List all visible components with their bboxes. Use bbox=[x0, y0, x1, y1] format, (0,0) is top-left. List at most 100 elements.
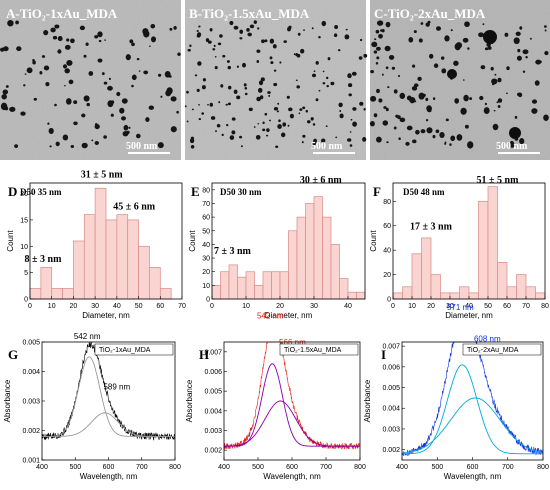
nanoparticle-dot bbox=[463, 94, 469, 102]
nanoparticle-dot bbox=[255, 134, 261, 140]
nanoparticle-dot bbox=[123, 124, 129, 131]
y-axis-title: Count bbox=[6, 230, 15, 252]
nanoparticle-dot bbox=[142, 28, 149, 35]
nanoparticle-dot bbox=[201, 85, 206, 90]
nanoparticle-dot bbox=[315, 60, 319, 65]
y-tick-label: 20 bbox=[20, 191, 28, 198]
nanoparticle-dot bbox=[198, 25, 201, 28]
plot-frame bbox=[401, 341, 544, 461]
y-tick-label: 0.006 bbox=[204, 369, 222, 376]
nanoparticle-dot bbox=[116, 91, 121, 97]
histogram-bar bbox=[497, 262, 508, 300]
nanoparticle-dot bbox=[538, 60, 542, 64]
y-axis-title: Absorbance bbox=[363, 379, 372, 422]
y-tick-label: 0.002 bbox=[22, 428, 40, 435]
y-tick-label: 40 bbox=[202, 242, 210, 249]
nanoparticle-dot bbox=[41, 55, 46, 58]
nanoparticle-dot bbox=[432, 134, 436, 139]
nanoparticle-dot bbox=[248, 107, 253, 112]
nanoparticle-dot bbox=[420, 22, 424, 25]
tem-label: B-TiO₂-1.5xAu_MDA bbox=[189, 6, 310, 21]
nanoparticle-dot bbox=[349, 144, 353, 147]
nanoparticle-dot bbox=[64, 44, 71, 50]
nanoparticle-dot bbox=[262, 128, 266, 132]
histogram-bar bbox=[440, 292, 451, 300]
nanoparticle-dot bbox=[497, 77, 502, 83]
chart-panel-d: D 8 ± 3 nm 31 ± 5 nm 45 ± 6 nm D50 35 nm 0 10 2… bbox=[6, 170, 186, 320]
nanoparticle-dot bbox=[0, 102, 8, 111]
y-tick-label: 20 bbox=[202, 269, 210, 276]
legend-entry: TiO₂-2xAu_MDA bbox=[467, 347, 519, 354]
nanoparticle-dot bbox=[373, 113, 378, 118]
x-axis-title: Diameter, nm bbox=[82, 311, 130, 320]
histogram-bar bbox=[127, 219, 139, 300]
tem-label: C-TiO₂-2xAu_MDA bbox=[374, 6, 486, 21]
nanoparticle-dot bbox=[363, 53, 368, 58]
d50-label: D50 35 nm bbox=[20, 187, 62, 197]
nanoparticle-dot bbox=[55, 141, 60, 147]
y-tick-label: 0.003 bbox=[22, 399, 40, 406]
nanoparticle-dot bbox=[327, 57, 331, 61]
nanoparticle-dot bbox=[297, 32, 301, 36]
nanoparticle-dot bbox=[325, 125, 328, 128]
nanoparticle-dot bbox=[121, 116, 126, 121]
peak-label: 589 nm bbox=[103, 383, 130, 392]
y-tick-label: 20 bbox=[383, 272, 391, 279]
nanoparticle-dot bbox=[289, 113, 294, 119]
nanoparticle-dot bbox=[104, 39, 106, 41]
nanoparticle-dot bbox=[295, 79, 298, 82]
x-tick-label: 40 bbox=[113, 303, 121, 310]
histogram-bar bbox=[29, 288, 42, 300]
nanoparticle-dot bbox=[14, 144, 19, 148]
histogram-bar bbox=[105, 219, 118, 300]
nanoparticle-dot bbox=[45, 82, 50, 87]
nanoparticle-dot bbox=[198, 104, 200, 106]
nanoparticle-dot bbox=[277, 102, 280, 105]
nanoparticle-dot bbox=[81, 113, 86, 118]
nanoparticle-dot bbox=[531, 108, 538, 114]
nanoparticle-dot bbox=[321, 20, 327, 27]
y-tick-label: 0.007 bbox=[204, 349, 222, 356]
nanoparticle-dot bbox=[398, 74, 400, 78]
nanoparticle-dot bbox=[83, 95, 90, 102]
y-tick-label: 60 bbox=[202, 215, 210, 222]
nanoparticle-dot bbox=[522, 70, 526, 73]
nanoparticle-dot bbox=[391, 66, 396, 70]
nanoparticle-dot bbox=[270, 61, 274, 65]
nanoparticle-dot bbox=[268, 94, 271, 97]
x-tick-label: 20 bbox=[427, 303, 435, 310]
nanoparticle-dot bbox=[280, 132, 286, 138]
nanoparticle-dot bbox=[54, 24, 60, 29]
nanoparticle-dot bbox=[349, 131, 352, 133]
nanoparticle-dot bbox=[307, 120, 311, 124]
nanoparticle-dot bbox=[435, 26, 442, 31]
histogram-bar bbox=[83, 214, 96, 300]
tem-image-a: A-TiO₂-1xAu_MDA 500 nm bbox=[0, 0, 181, 160]
histogram-bar bbox=[392, 292, 403, 300]
nanoparticle-dot bbox=[544, 51, 549, 56]
nanoparticle-dot bbox=[444, 141, 447, 144]
histogram-bar bbox=[94, 187, 107, 300]
nanoparticle-dot bbox=[131, 74, 137, 81]
x-axis-title: Wavelength, nm bbox=[80, 472, 138, 481]
nanoparticle-dot bbox=[467, 47, 470, 50]
histogram-bar bbox=[288, 230, 298, 300]
nanoparticle-dot bbox=[388, 54, 395, 60]
nanoparticle-dot bbox=[371, 41, 378, 48]
nanoparticle-dot bbox=[516, 55, 522, 61]
nanoparticle-dot bbox=[97, 31, 103, 38]
nanoparticle-dot bbox=[196, 30, 199, 32]
nanoparticle-dot bbox=[464, 21, 470, 28]
nanoparticle-dot bbox=[435, 129, 440, 134]
fit-curve bbox=[42, 412, 175, 437]
x-tick-label: 10 bbox=[408, 303, 416, 310]
nanoparticle-dot bbox=[408, 37, 414, 43]
nanoparticle-dot bbox=[136, 57, 140, 61]
nanoparticle-dot bbox=[321, 138, 326, 143]
spectrum-series bbox=[401, 341, 544, 457]
nanoparticle-dot bbox=[239, 29, 244, 34]
fit-curve bbox=[224, 400, 360, 447]
nanoparticle-dot bbox=[426, 105, 432, 112]
y-tick-label: 0.007 bbox=[382, 344, 400, 351]
